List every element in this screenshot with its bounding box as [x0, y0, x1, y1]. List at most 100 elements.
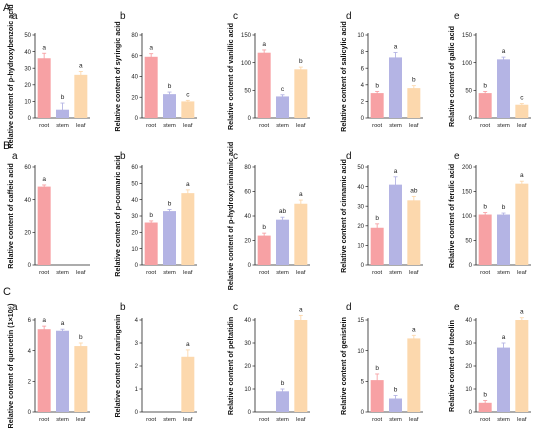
y-tick-label: 40: [357, 185, 364, 191]
y-axis-label: Relative content of peltatidin: [226, 317, 235, 415]
bar-root: [144, 222, 158, 265]
row-label: B: [3, 140, 10, 152]
y-tick-label: 0: [28, 410, 32, 416]
x-tick-label: stem: [389, 417, 402, 423]
panel-letter: e: [454, 302, 460, 313]
x-tick-label: leaf: [517, 270, 527, 276]
significance-letter: b: [281, 380, 285, 387]
x-tick-label: leaf: [183, 270, 193, 276]
y-tick-label: 0: [135, 116, 139, 122]
y-tick-label: 60: [131, 54, 138, 60]
bar-root: [257, 52, 271, 118]
y-tick-label: 0: [469, 263, 473, 269]
y-tick-label: 0: [469, 116, 473, 122]
x-tick-label: stem: [56, 270, 69, 276]
y-tick-label: 50: [244, 89, 251, 95]
y-tick-label: 60: [24, 165, 31, 171]
bar-stem: [163, 94, 176, 118]
bar-stem: [497, 347, 510, 412]
y-tick-label: 0: [361, 410, 365, 416]
x-tick-label: leaf: [76, 417, 86, 423]
y-tick-label: 20: [131, 231, 138, 237]
x-tick-label: root: [259, 417, 269, 423]
bar-leaf: [74, 346, 88, 412]
significance-letter: c: [520, 95, 524, 102]
x-tick-label: root: [146, 123, 156, 129]
bar-leaf: [294, 203, 308, 265]
y-axis-label: Relative content of cinnamic acid: [339, 159, 348, 273]
panel-Cd: d Relative content of genistein 0 5 10 15 b roo…: [339, 302, 423, 423]
x-tick-label: stem: [56, 123, 69, 129]
bar-leaf: [181, 193, 195, 265]
y-tick-label: 15: [357, 318, 364, 324]
y-tick-label: 80: [131, 33, 138, 39]
y-tick-label: 30: [357, 204, 364, 210]
y-tick-label: 10: [357, 33, 364, 39]
y-tick-label: 20: [131, 95, 138, 101]
x-tick-label: leaf: [76, 123, 86, 129]
y-tick-label: 150: [462, 190, 473, 196]
significance-letter: b: [483, 204, 487, 211]
x-tick-label: leaf: [76, 270, 86, 276]
significance-letter: b: [502, 204, 506, 211]
y-tick-label: 2: [361, 100, 365, 106]
y-tick-label: 40: [465, 318, 472, 324]
bar-stem: [56, 330, 69, 412]
bar-root: [478, 214, 492, 265]
bar-stem: [389, 398, 402, 412]
significance-letter: a: [42, 176, 46, 183]
y-tick-label: 10: [131, 247, 138, 253]
significance-letter: b: [375, 82, 379, 89]
y-tick-label: 10: [357, 349, 364, 355]
bar-leaf: [294, 320, 308, 412]
bar-stem: [497, 59, 510, 118]
y-tick-label: 30: [24, 66, 31, 72]
y-axis-label: Relative content of luteolin: [447, 320, 456, 412]
y-tick-label: 80: [244, 165, 251, 171]
significance-letter: b: [79, 334, 83, 341]
y-tick-label: 2: [135, 364, 139, 370]
panel-Ae: e Relative content of gallic acid 0 50 100 15…: [447, 11, 531, 129]
y-tick-label: 0: [469, 410, 473, 416]
y-tick-label: 50: [465, 239, 472, 245]
y-tick-label: 20: [24, 231, 31, 237]
panel-letter: e: [454, 151, 460, 162]
y-tick-label: 20: [244, 239, 251, 245]
significance-letter: b: [168, 83, 172, 90]
y-tick-label: 0: [361, 116, 365, 122]
significance-letter: b: [483, 392, 487, 399]
significance-letter: b: [61, 94, 65, 101]
significance-letter: a: [502, 48, 506, 55]
x-tick-label: leaf: [296, 270, 306, 276]
panel-letter: c: [233, 302, 238, 313]
panel-letter: b: [120, 151, 126, 162]
bar-leaf: [515, 183, 529, 265]
y-tick-label: 200: [462, 165, 473, 171]
y-tick-label: 4: [28, 349, 32, 355]
x-tick-label: root: [480, 270, 490, 276]
y-tick-label: 50: [24, 33, 31, 39]
y-tick-label: 30: [131, 214, 138, 220]
significance-letter: ab: [410, 187, 418, 194]
significance-letter: a: [149, 45, 153, 52]
bar-root: [370, 93, 384, 118]
significance-letter: b: [412, 77, 416, 84]
x-tick-label: root: [39, 270, 49, 276]
x-tick-label: stem: [163, 123, 176, 129]
bar-stem: [389, 57, 402, 118]
significance-letter: c: [186, 91, 190, 98]
x-tick-label: stem: [163, 417, 176, 423]
y-tick-label: 4: [361, 83, 365, 89]
bar-leaf: [294, 69, 308, 118]
significance-letter: a: [520, 172, 524, 179]
y-tick-label: 60: [131, 165, 138, 171]
panel-letter: b: [120, 302, 126, 313]
bar-root: [478, 402, 492, 412]
panel-letter: d: [346, 302, 352, 313]
x-tick-label: stem: [56, 417, 69, 423]
x-tick-label: root: [480, 417, 490, 423]
